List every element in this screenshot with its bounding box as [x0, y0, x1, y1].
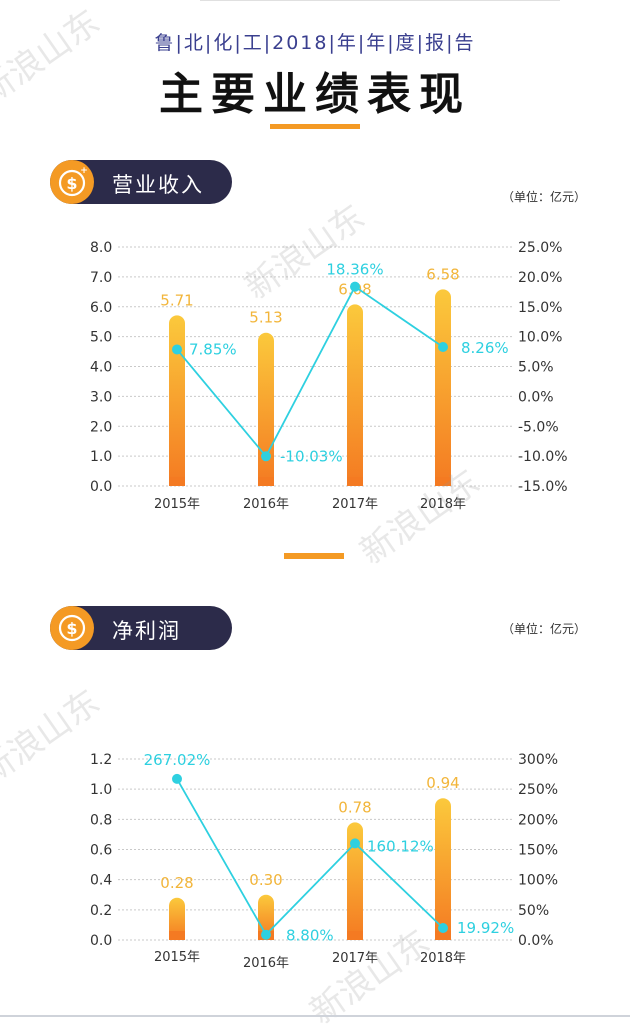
y-right-tick-label: -15.0%: [518, 479, 568, 495]
y-right-tick-label: 200%: [518, 812, 558, 828]
bar-value-label: 0.28: [160, 874, 193, 892]
growth-point: [172, 344, 182, 355]
bar-base: [435, 477, 451, 486]
x-tick-label: 2018年: [420, 497, 466, 512]
bar-value-label: 6.58: [426, 265, 459, 283]
title-underline: [270, 124, 360, 129]
y-right-tick-label: 0.0%: [518, 389, 554, 405]
y-left-tick-label: 1.2: [90, 752, 112, 768]
y-right-tick-label: -10.0%: [518, 449, 568, 465]
y-right-tick-label: 20.0%: [518, 270, 562, 286]
growth-point: [261, 929, 271, 940]
svg-text:$: $: [66, 619, 77, 638]
y-left-tick-label: 0.6: [90, 843, 112, 859]
growth-value-label: 18.36%: [326, 261, 383, 279]
growth-line: [176, 285, 444, 458]
x-tick-label: 2016年: [243, 956, 289, 971]
bar: [347, 304, 363, 486]
bar: [169, 897, 185, 940]
y-right-tick-label: 250%: [518, 782, 558, 798]
section-header-net-profit: $ 净利润: [50, 606, 232, 650]
net-profit-chart: 0.0 0.2 0.4 0.6 0.8 1.0 1.2 0.0% 50% 100% 150% 200%…: [90, 751, 558, 971]
x-tick-label: 2016年: [243, 497, 289, 512]
bar-base: [258, 477, 274, 486]
growth-value-label: 19.92%: [457, 919, 514, 937]
bar-base: [169, 931, 185, 940]
y-left-tick-label: 7.0: [90, 270, 112, 286]
bar-base: [169, 477, 185, 486]
svg-text:$: $: [66, 174, 77, 193]
unit-label: （单位：亿元）: [501, 190, 586, 204]
y-left-tick-label: 0.0: [90, 933, 112, 949]
bar: [435, 289, 451, 486]
y-left-tick-label: 0.8: [90, 812, 112, 828]
section-label: 营业收入: [112, 173, 204, 197]
bar-base: [435, 931, 451, 940]
section-divider: [284, 553, 344, 559]
growth-point: [350, 838, 360, 849]
y-left-tick-label: 3.0: [90, 389, 112, 405]
y-right-tick-label: 100%: [518, 873, 558, 889]
growth-value-label: -10.03%: [280, 447, 343, 465]
growth-value-label: 8.80%: [286, 927, 334, 945]
y-left-tick-label: 1.0: [90, 782, 112, 798]
x-tick-label: 2017年: [332, 951, 378, 966]
report-subtitle: 鲁|北|化|工|2018|年|年|度|报|告: [154, 32, 476, 54]
y-left-tick-label: 4.0: [90, 360, 112, 376]
y-left-tick-label: 5.0: [90, 330, 112, 346]
x-tick-label: 2015年: [154, 950, 200, 965]
growth-value-label: 7.85%: [189, 340, 237, 358]
y-right-tick-label: 300%: [518, 752, 558, 768]
growth-value-label: 267.02%: [144, 751, 211, 769]
dollar-coin-icon: $: [50, 606, 94, 650]
bar-value-label: 0.78: [338, 798, 371, 816]
bar: [258, 332, 274, 486]
growth-value-label: 160.12%: [367, 837, 434, 855]
y-left-tick-label: 2.0: [90, 419, 112, 435]
dollar-coin-icon: $ +: [50, 160, 94, 204]
y-right-tick-label: 50%: [518, 903, 549, 919]
y-right-tick-label: 5.0%: [518, 360, 554, 376]
y-right-tick-label: 150%: [518, 843, 558, 859]
growth-point: [350, 281, 360, 292]
page-title: 主要业绩表现: [159, 69, 471, 120]
revenue-chart: 0.0 1.0 2.0 3.0 4.0 5.0 6.0 7.0 8.0 -15.0% -10.0% -…: [90, 240, 568, 512]
bar-value-label: 5.71: [160, 291, 193, 309]
svg-text:+: +: [80, 166, 88, 176]
y-right-tick-label: -5.0%: [518, 419, 559, 435]
y-right-tick-label: 15.0%: [518, 300, 562, 316]
growth-point: [438, 342, 448, 353]
bar-value-label: 5.13: [249, 309, 282, 327]
y-left-tick-label: 0.2: [90, 903, 112, 919]
growth-point: [172, 773, 182, 784]
y-left-tick-label: 6.0: [90, 300, 112, 316]
y-left-tick-label: 0.0: [90, 479, 112, 495]
x-tick-label: 2015年: [154, 497, 200, 512]
unit-label: （单位：亿元）: [501, 622, 586, 636]
bar-value-label: 0.94: [426, 774, 459, 792]
bottom-divider: [0, 1015, 630, 1017]
growth-line: [176, 778, 444, 937]
y-left-tick-label: 0.4: [90, 873, 112, 889]
y-left-tick-label: 1.0: [90, 449, 112, 465]
growth-point: [261, 451, 271, 462]
bar: [435, 798, 451, 940]
y-right-tick-label: 25.0%: [518, 240, 562, 256]
y-right-tick-label: 10.0%: [518, 330, 562, 346]
section-label: 净利润: [112, 619, 181, 643]
bar-value-label: 0.30: [249, 871, 282, 889]
growth-value-label: 8.26%: [461, 339, 509, 357]
growth-point: [438, 922, 448, 933]
bar-base: [347, 477, 363, 486]
top-divider: [200, 0, 560, 1]
y-right-tick-label: 0.0%: [518, 933, 554, 949]
bar: [169, 315, 185, 486]
y-left-tick-label: 8.0: [90, 240, 112, 256]
x-tick-label: 2018年: [420, 951, 466, 966]
section-header-revenue: $ + 营业收入: [50, 160, 232, 204]
bar-base: [347, 931, 363, 940]
bar: [347, 822, 363, 940]
x-tick-label: 2017年: [332, 497, 378, 512]
